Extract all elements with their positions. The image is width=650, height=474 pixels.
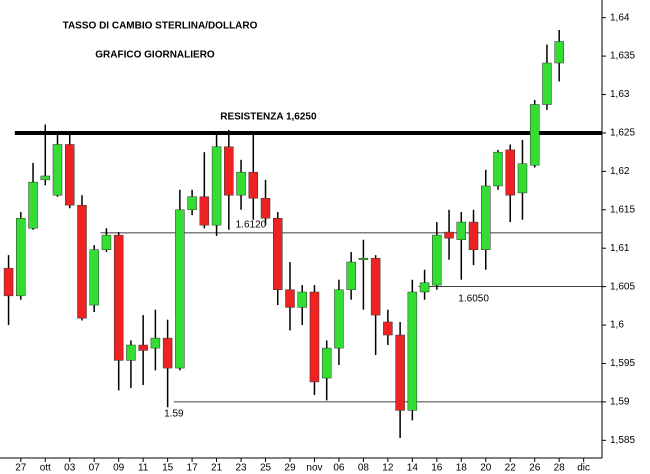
y-tick-label: 1,62 [610, 166, 630, 177]
candle-body [3, 267, 14, 297]
x-tick-label: 29 [284, 463, 296, 474]
candle-body [162, 337, 173, 369]
candle-body [493, 151, 503, 187]
candle-body [554, 41, 564, 64]
candle-body [407, 291, 418, 411]
candle-body [52, 144, 63, 196]
candle-body [468, 221, 479, 250]
x-tick-label: ott [40, 463, 51, 474]
candle-body [432, 234, 442, 286]
y-tick-label: 1,61 [610, 243, 630, 254]
candle-body [187, 196, 197, 211]
x-tick-label: 08 [358, 463, 370, 474]
candle-body [175, 209, 185, 369]
candle-body [77, 204, 87, 319]
candle-body [346, 261, 356, 290]
y-tick-label: 1,615 [610, 204, 635, 215]
y-tick-label: 1,64 [610, 12, 630, 23]
candle-body [64, 144, 75, 206]
x-tick-label: 26 [529, 463, 541, 474]
y-tick-label: 1,595 [610, 358, 635, 369]
candle-body [370, 257, 381, 316]
candle-body [273, 217, 283, 290]
candle-body [309, 291, 320, 383]
x-tick-label: dic [577, 463, 590, 474]
x-tick-label: nov [306, 463, 322, 474]
x-tick-label: 14 [407, 463, 419, 474]
y-tick-label: 1,585 [610, 435, 635, 446]
level-label: 1.6050 [458, 293, 489, 304]
candle-body [113, 234, 124, 361]
y-tick-label: 1,59 [610, 397, 630, 408]
y-tick-label: 1,605 [610, 281, 635, 292]
x-tick-label: 09 [113, 463, 125, 474]
candle-body [334, 289, 344, 349]
x-tick-label: 11 [138, 463, 149, 474]
candle-body [529, 104, 540, 166]
y-tick-label: 1,625 [610, 128, 635, 139]
x-tick-label: 18 [456, 463, 468, 474]
candle-body [383, 321, 393, 336]
x-tick-label: 23 [235, 463, 247, 474]
chart-title: TASSO DI CAMBIO STERLINA/DOLLARO [63, 21, 258, 32]
candle-body [419, 282, 430, 293]
candle-body [126, 344, 136, 361]
candle-body [456, 221, 467, 241]
candle-body [224, 146, 234, 196]
x-tick-label: 07 [89, 463, 101, 474]
candle-body [16, 217, 26, 297]
x-tick-label: 06 [333, 463, 345, 474]
x-tick-label: 27 [15, 463, 27, 474]
candle-body [517, 163, 528, 194]
candle-body [150, 337, 161, 349]
candle-body [297, 291, 307, 308]
candle-body [28, 181, 38, 229]
candle-body [248, 171, 259, 199]
x-tick-label: 22 [505, 463, 517, 474]
candle-body [138, 344, 148, 351]
candle-body [542, 62, 552, 105]
level-label: RESISTENZA 1,6250 [220, 112, 317, 123]
x-tick-label: 20 [480, 463, 492, 474]
y-tick-label: 1,63 [610, 89, 630, 100]
candle-body [101, 234, 112, 250]
candle-body [444, 231, 454, 239]
x-tick-label: 16 [431, 463, 443, 474]
candle-body [321, 347, 332, 379]
x-tick-label: 21 [211, 463, 223, 474]
candle-body [236, 171, 246, 196]
y-tick-label: 1,635 [610, 51, 635, 62]
candle-body [505, 149, 515, 196]
x-tick-label: 15 [162, 463, 174, 474]
x-tick-label: 03 [64, 463, 76, 474]
candle-body [199, 196, 210, 226]
level-label: 1.6120 [236, 219, 267, 230]
candle-body [89, 249, 99, 306]
candle-body [358, 257, 369, 260]
candle-body [481, 185, 491, 250]
candle-body [260, 198, 271, 219]
x-tick-label: 12 [382, 463, 394, 474]
x-tick-label: 17 [187, 463, 199, 474]
level-label: 1.59 [164, 409, 184, 420]
x-tick-label: 25 [260, 463, 272, 474]
chart-subtitle: GRAFICO GIORNALIERO [95, 50, 215, 61]
y-tick-label: 1,6 [610, 320, 624, 331]
candle-body [395, 334, 405, 411]
x-tick-label: 28 [554, 463, 566, 474]
candle-body [40, 175, 51, 181]
candle-body [211, 146, 222, 226]
candle-body [285, 289, 295, 308]
